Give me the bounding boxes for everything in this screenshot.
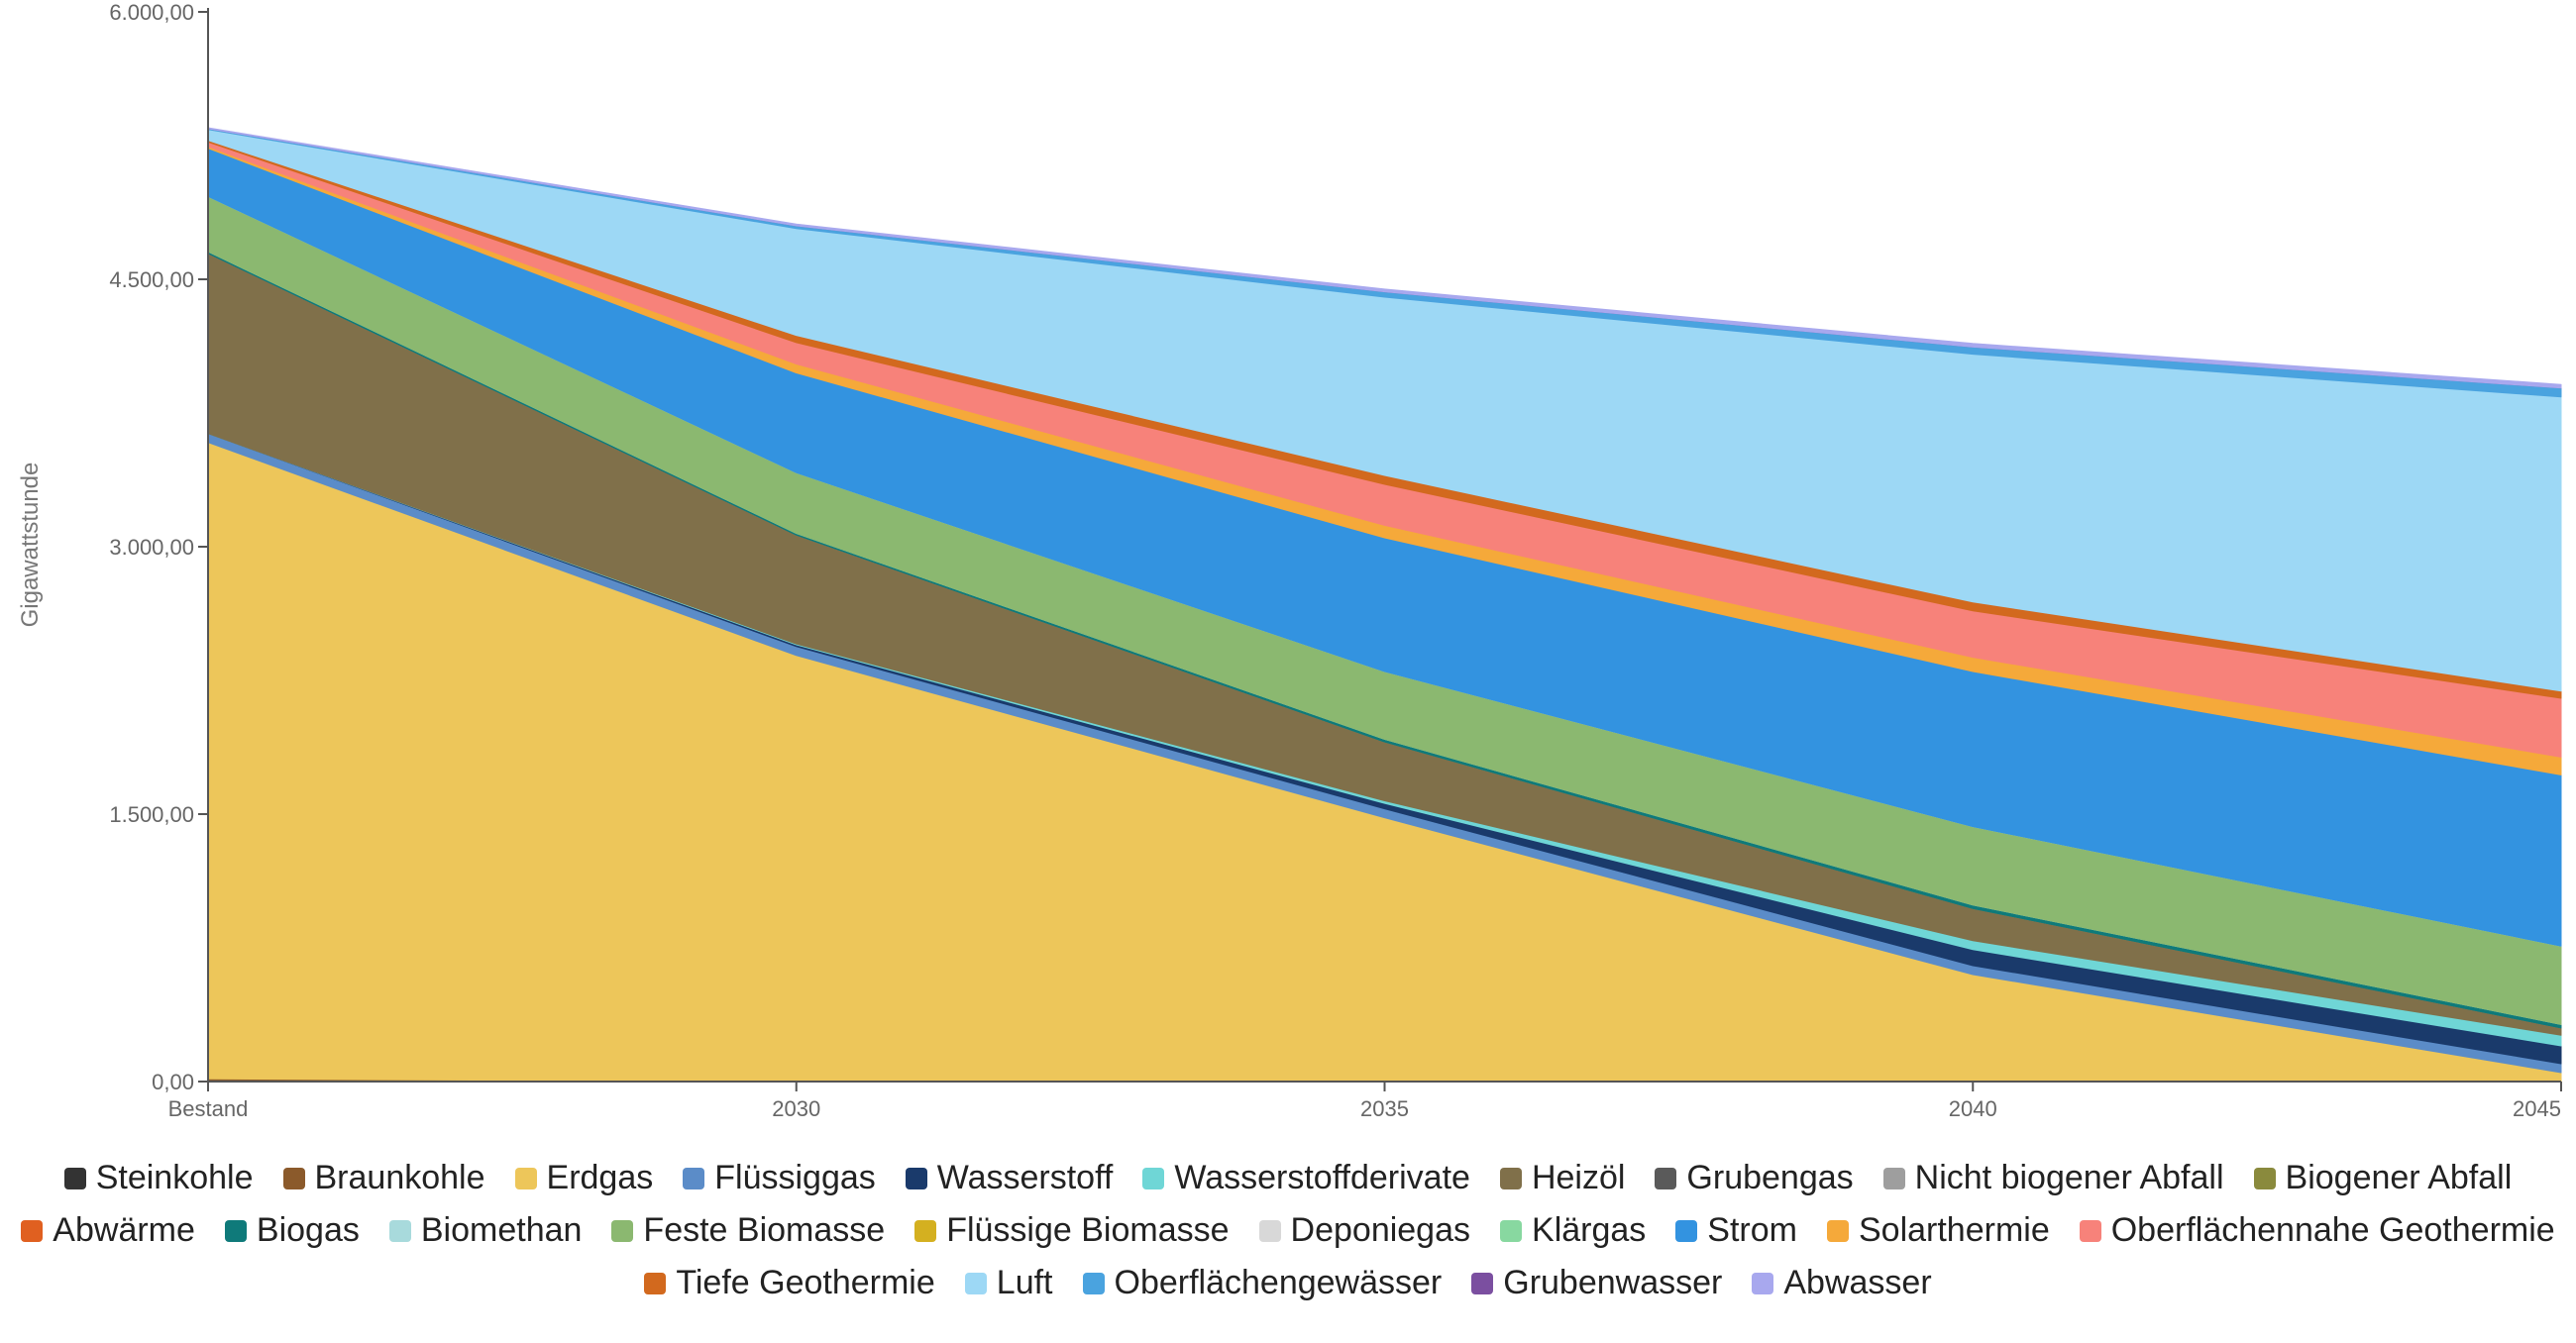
legend-swatch: [63, 1167, 86, 1189]
x-tick-label: 2030: [772, 1096, 820, 1121]
legend-swatch: [611, 1219, 634, 1242]
legend-item[interactable]: Feste Biomasse: [611, 1211, 885, 1250]
legend-label: Steinkohle: [95, 1159, 254, 1196]
legend-swatch: [1471, 1272, 1494, 1294]
legend-swatch: [905, 1167, 927, 1189]
legend-label: Biogener Abfall: [2285, 1159, 2513, 1196]
area-chart: 0,00 1.500,00 3.000,00 4.500,00 6.000,00 Best…: [17, 0, 2562, 1121]
legend-swatch: [914, 1219, 937, 1242]
legend-item[interactable]: Flüssige Biomasse: [914, 1211, 1230, 1250]
legend-label: Erdgas: [546, 1159, 654, 1196]
legend-swatch: [1142, 1167, 1165, 1189]
legend-swatch: [1675, 1219, 1698, 1242]
legend-swatch: [1258, 1219, 1281, 1242]
legend-label: Oberflächengewässer: [1114, 1264, 1443, 1301]
legend-swatch: [964, 1272, 987, 1294]
legend-swatch: [1882, 1167, 1905, 1189]
legend-swatch: [1826, 1219, 1849, 1242]
legend-swatch: [644, 1272, 667, 1294]
legend-label: Abwasser: [1783, 1264, 1932, 1301]
legend-item[interactable]: Nicht biogener Abfall: [1882, 1159, 2224, 1197]
x-tick-label: 2045: [2513, 1096, 2561, 1121]
legend-swatch: [388, 1219, 411, 1242]
legend-item[interactable]: Grubengas: [1655, 1159, 1854, 1197]
legend-label: Grubengas: [1686, 1159, 1854, 1196]
y-tick-label: 4.500,00: [109, 267, 194, 292]
legend-label: Grubenwasser: [1503, 1264, 1723, 1301]
legend-item[interactable]: Biogas: [224, 1211, 360, 1250]
legend-item[interactable]: Steinkohle: [63, 1159, 254, 1197]
legend-label: Flüssiggas: [714, 1159, 876, 1196]
legend-swatch: [282, 1167, 305, 1189]
legend-label: Luft: [996, 1264, 1053, 1301]
legend: Steinkohle Braunkohle Erdgas Flüssiggas Wass…: [0, 1159, 2576, 1302]
y-tick-label: 6.000,00: [109, 0, 194, 25]
legend-swatch: [21, 1219, 44, 1242]
legend-item[interactable]: Abwärme: [21, 1211, 195, 1250]
legend-item[interactable]: Tiefe Geothermie: [644, 1264, 935, 1302]
legend-item[interactable]: Solarthermie: [1826, 1211, 2050, 1250]
x-tick-label: 2035: [1360, 1096, 1409, 1121]
legend-swatch: [224, 1219, 247, 1242]
legend-label: Solarthermie: [1858, 1211, 2050, 1249]
legend-item[interactable]: Wasserstoffderivate: [1142, 1159, 1470, 1197]
y-tick-label: 1.500,00: [109, 802, 194, 827]
y-axis-title: Gigawattstunde: [17, 463, 44, 628]
legend-item[interactable]: Flüssiggas: [683, 1159, 876, 1197]
legend-label: Tiefe Geothermie: [676, 1264, 935, 1301]
legend-item[interactable]: Wasserstoff: [905, 1159, 1114, 1197]
legend-item[interactable]: Luft: [964, 1264, 1053, 1302]
legend-label: Wasserstoffderivate: [1174, 1159, 1470, 1196]
legend-label: Braunkohle: [314, 1159, 485, 1196]
legend-label: Heizöl: [1531, 1159, 1626, 1196]
x-tick-label: 2040: [1949, 1096, 1997, 1121]
legend-swatch: [1752, 1272, 1774, 1294]
y-tick-label: 3.000,00: [109, 535, 194, 560]
legend-label: Oberflächennahe Geothermie: [2110, 1211, 2555, 1249]
legend-item[interactable]: Klärgas: [1500, 1211, 1646, 1250]
legend-row: Tiefe Geothermie Luft Oberflächengewässer G…: [644, 1264, 1932, 1302]
legend-label: Feste Biomasse: [643, 1211, 886, 1249]
legend-label: Deponiegas: [1290, 1211, 1471, 1249]
legend-item[interactable]: Oberflächennahe Geothermie: [2079, 1211, 2555, 1250]
legend-label: Strom: [1707, 1211, 1797, 1249]
legend-label: Klärgas: [1532, 1211, 1647, 1249]
legend-label: Wasserstoff: [936, 1159, 1114, 1196]
legend-label: Abwärme: [53, 1211, 195, 1249]
legend-item[interactable]: Heizöl: [1499, 1159, 1626, 1197]
legend-label: Biomethan: [420, 1211, 583, 1249]
legend-item[interactable]: Grubenwasser: [1471, 1264, 1722, 1302]
legend-row: Abwärme Biogas Biomethan Feste Biomasse Flüs…: [21, 1211, 2555, 1250]
legend-label: Biogas: [256, 1211, 360, 1249]
legend-item[interactable]: Abwasser: [1752, 1264, 1932, 1302]
legend-label: Flüssige Biomasse: [946, 1211, 1230, 1249]
y-tick-label: 0,00: [152, 1070, 194, 1094]
legend-label: Nicht biogener Abfall: [1914, 1159, 2224, 1196]
legend-swatch: [2079, 1219, 2101, 1242]
legend-swatch: [1655, 1167, 1677, 1189]
legend-item[interactable]: Erdgas: [514, 1159, 654, 1197]
legend-item[interactable]: Deponiegas: [1258, 1211, 1471, 1250]
legend-row: Steinkohle Braunkohle Erdgas Flüssiggas Wass…: [63, 1159, 2513, 1197]
legend-swatch: [2253, 1167, 2276, 1189]
area-series-24: [207, 127, 2562, 389]
legend-swatch: [683, 1167, 705, 1189]
legend-item[interactable]: Oberflächengewässer: [1082, 1264, 1443, 1302]
legend-swatch: [1499, 1167, 1522, 1189]
legend-swatch: [1500, 1219, 1523, 1242]
legend-item[interactable]: Strom: [1675, 1211, 1797, 1250]
legend-item[interactable]: Biogener Abfall: [2253, 1159, 2513, 1197]
legend-swatch: [1082, 1272, 1105, 1294]
legend-item[interactable]: Biomethan: [388, 1211, 583, 1250]
legend-item[interactable]: Braunkohle: [282, 1159, 485, 1197]
x-tick-label: Bestand: [168, 1096, 249, 1121]
legend-swatch: [514, 1167, 537, 1189]
